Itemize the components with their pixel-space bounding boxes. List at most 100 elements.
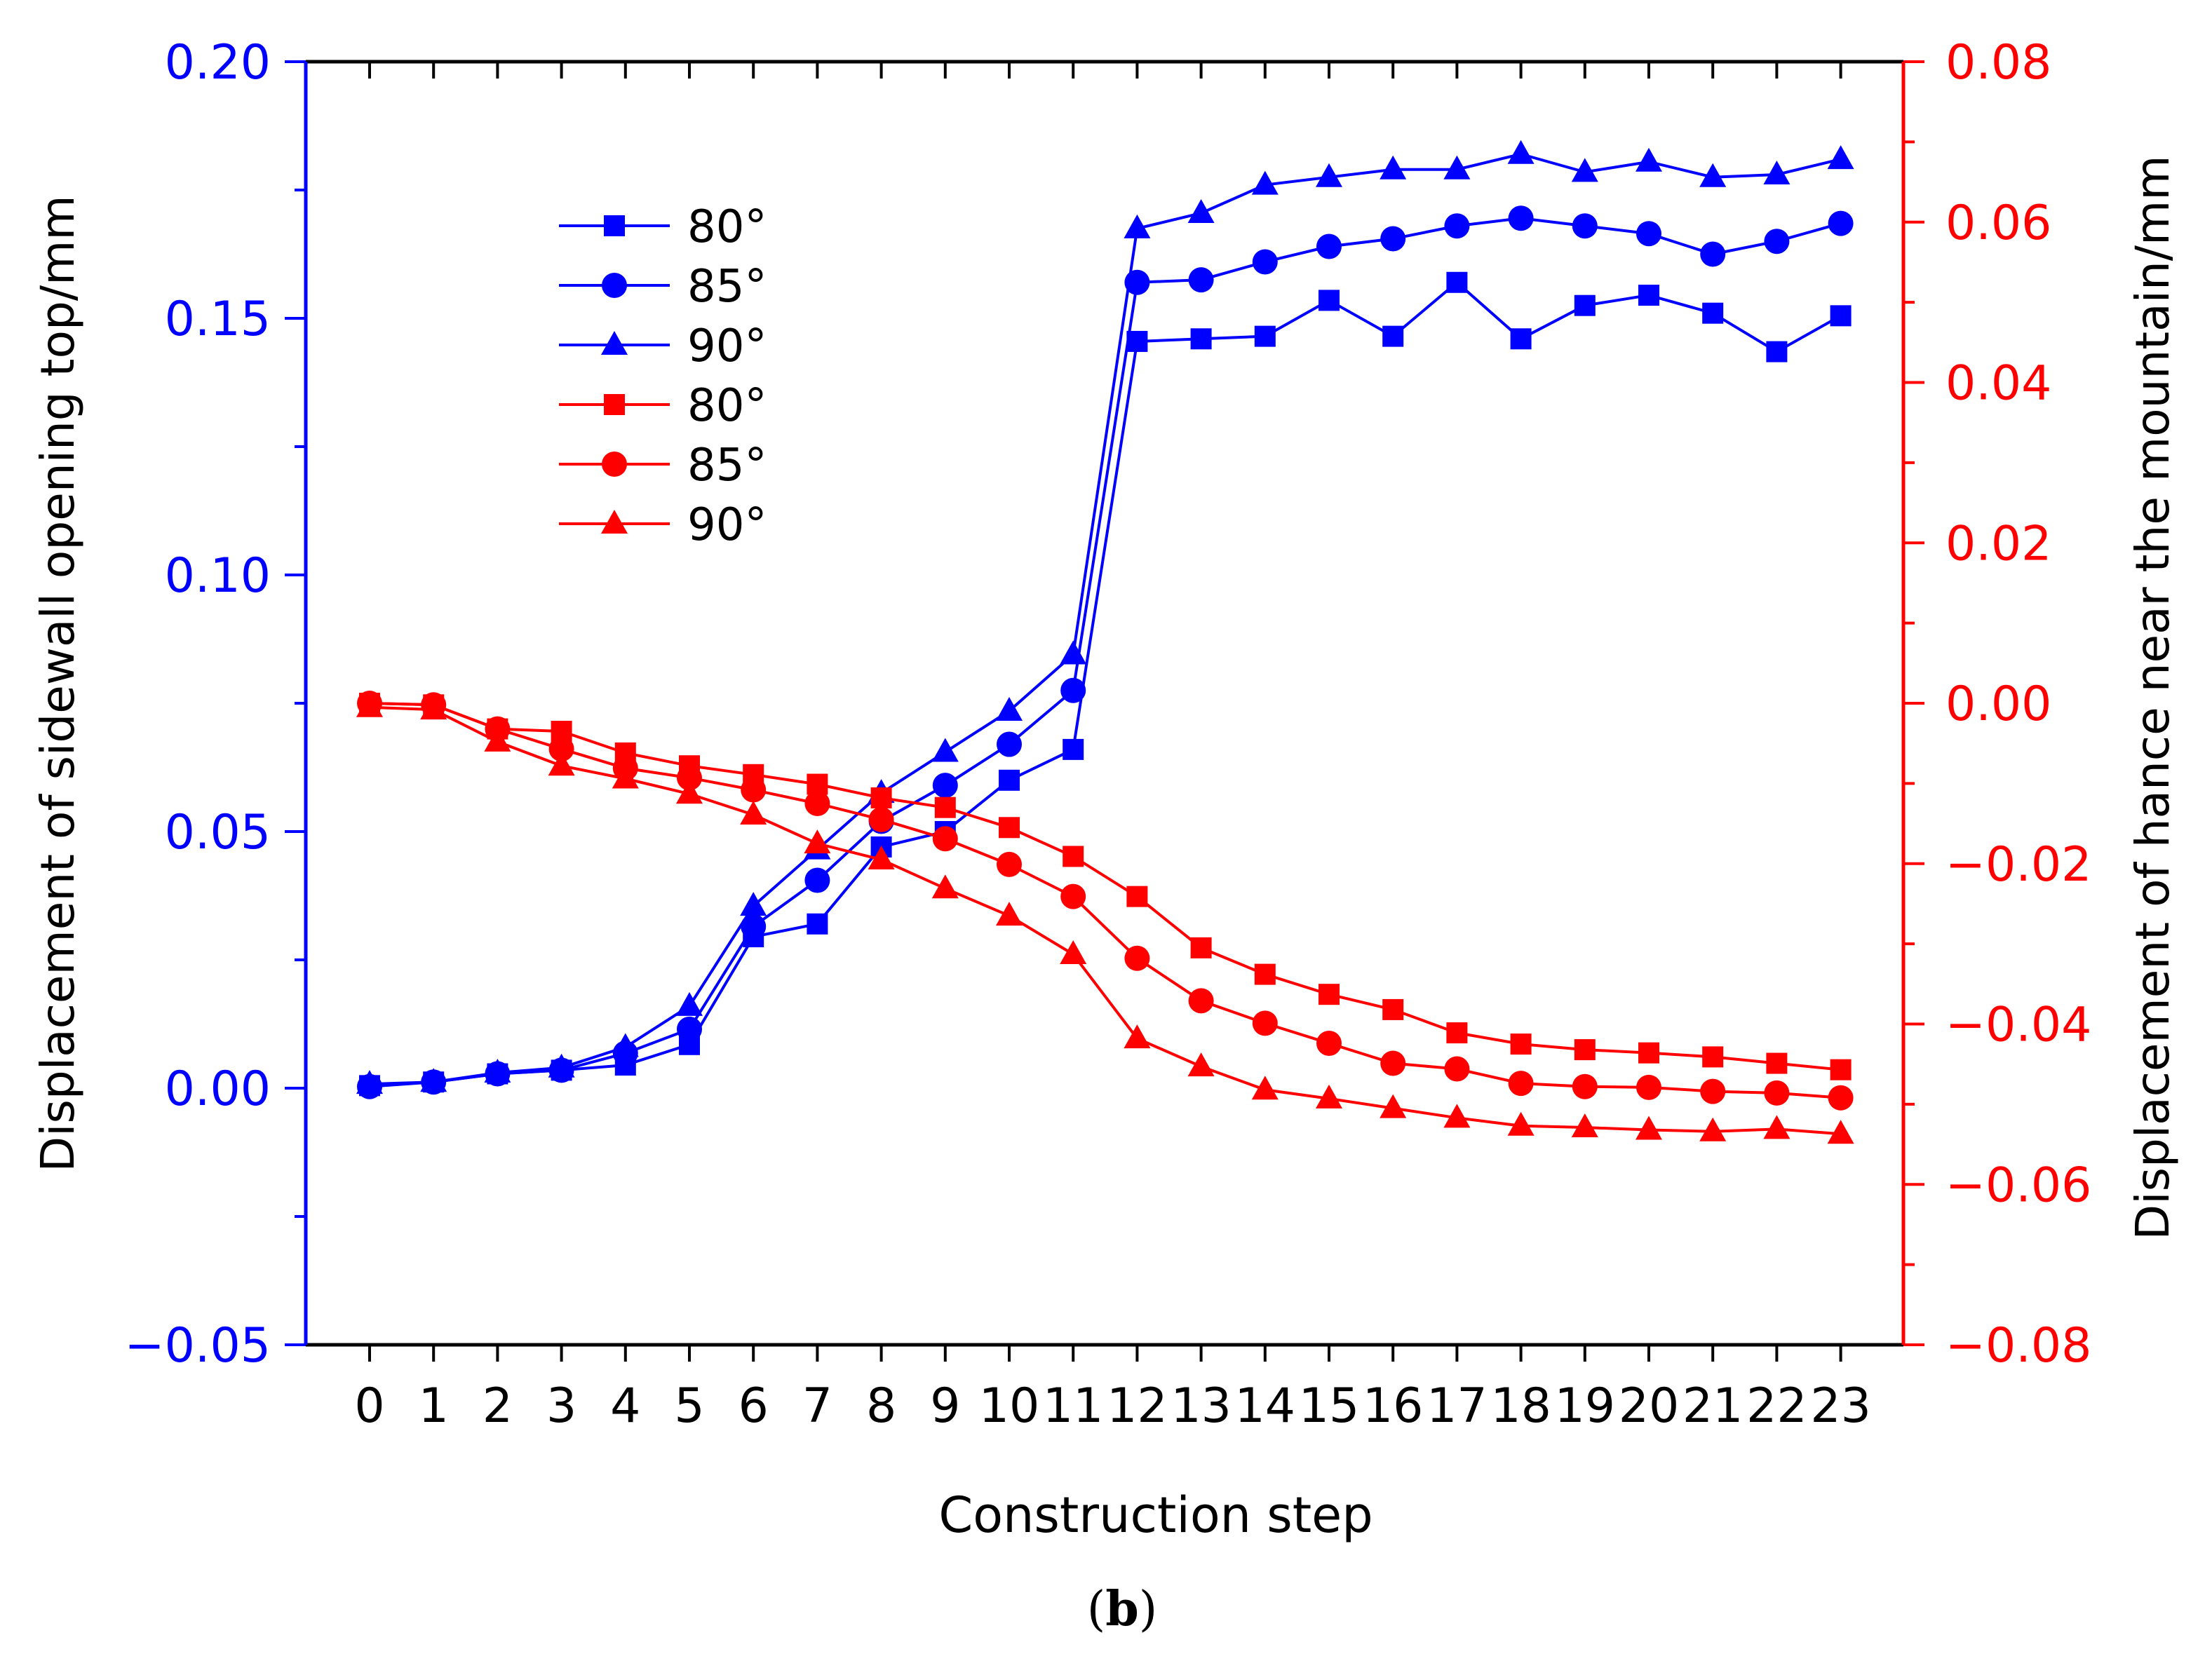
legend-marker: [604, 215, 625, 236]
x-tick-label: 23: [1810, 1378, 1871, 1434]
data-point: [612, 764, 639, 789]
data-point: [931, 738, 959, 762]
data-point: [1574, 294, 1596, 316]
data-point: [1508, 205, 1534, 231]
legend-item: 80°: [559, 380, 767, 432]
data-point: [1063, 738, 1084, 760]
left-y-tick-label: −0.05: [125, 1318, 271, 1374]
x-tick-label: 10: [979, 1378, 1040, 1434]
legend-item: 85°: [559, 440, 767, 492]
data-point: [1316, 233, 1342, 259]
data-point: [1638, 1042, 1659, 1064]
left-y-axis-label: Displacement of sidewall opening top/mm: [31, 195, 85, 1172]
data-point: [1830, 1059, 1852, 1080]
left-y-tick-label: 0.05: [165, 805, 271, 860]
data-point: [999, 817, 1020, 839]
left-y-tick-label: 0.20: [165, 35, 271, 90]
right-y-tick-label: −0.06: [1945, 1158, 2091, 1213]
data-point: [1188, 267, 1214, 293]
right-y-tick-label: 0.04: [1945, 356, 2051, 412]
x-tick-label: 14: [1235, 1378, 1296, 1434]
right-y-tick-label: 0.06: [1945, 196, 2051, 251]
data-point: [996, 696, 1023, 721]
data-point: [1766, 341, 1788, 362]
data-point: [999, 769, 1020, 791]
data-point: [1827, 1120, 1854, 1144]
data-point: [356, 1070, 383, 1094]
data-point: [1636, 221, 1661, 247]
data-point: [1763, 161, 1790, 185]
data-point: [1124, 945, 1150, 971]
series-layer: [356, 140, 1854, 1144]
data-point: [996, 902, 1023, 926]
x-tick-label: 13: [1171, 1378, 1232, 1434]
data-point: [1316, 163, 1342, 187]
series-line: [369, 705, 1841, 1136]
data-point: [1254, 963, 1276, 985]
data-point: [1316, 1084, 1342, 1109]
data-point: [932, 826, 958, 852]
data-point: [870, 787, 892, 808]
data-point: [997, 851, 1022, 877]
data-point: [1380, 155, 1407, 179]
data-point: [420, 1068, 447, 1092]
data-point: [1699, 1117, 1727, 1141]
data-point: [1636, 1116, 1662, 1140]
data-point: [1828, 210, 1854, 236]
data-point: [1764, 229, 1790, 255]
data-point: [1124, 1024, 1151, 1049]
x-tick-label: 5: [674, 1378, 704, 1434]
data-point: [1510, 1033, 1532, 1055]
data-point: [1252, 249, 1278, 275]
x-tick-label: 9: [930, 1378, 960, 1434]
data-point: [484, 727, 511, 752]
data-point: [1571, 158, 1598, 182]
legend-label: 90°: [687, 320, 767, 372]
data-point: [1190, 328, 1212, 350]
data-point: [1190, 937, 1212, 958]
legend-item: 80°: [559, 201, 767, 253]
legend-label: 85°: [687, 261, 767, 313]
left-y-tick-label: 0.10: [165, 548, 271, 604]
x-tick-label: 8: [866, 1378, 896, 1434]
right-y-tick-label: 0.08: [1945, 35, 2051, 90]
data-point: [1827, 145, 1854, 170]
legend-marker: [601, 510, 628, 534]
data-point: [740, 892, 767, 916]
data-point: [1063, 846, 1084, 867]
data-point: [804, 829, 831, 854]
caption-letter: b: [1105, 1581, 1139, 1637]
data-point: [548, 736, 574, 762]
data-point: [1252, 1010, 1278, 1036]
x-tick-label: 20: [1619, 1378, 1680, 1434]
data-point: [1382, 998, 1404, 1020]
data-point: [548, 752, 575, 776]
data-point: [1380, 226, 1406, 252]
data-point: [1828, 1085, 1854, 1111]
data-point: [804, 867, 830, 893]
data-point: [997, 731, 1022, 757]
data-point: [804, 790, 830, 816]
data-point: [676, 991, 703, 1016]
x-tick-label: 11: [1043, 1378, 1104, 1434]
data-point: [1126, 886, 1148, 907]
data-point: [548, 1053, 575, 1078]
legend-item: 85°: [559, 261, 767, 313]
series-left-square: [359, 271, 1852, 1097]
data-point: [1188, 988, 1214, 1014]
data-point: [1380, 1094, 1407, 1118]
data-point: [1187, 1052, 1215, 1077]
data-point: [1444, 1056, 1470, 1082]
legend: 80° 85° 90° 80° 85° 90°: [559, 201, 767, 551]
data-point: [356, 693, 383, 717]
data-point: [1702, 302, 1724, 324]
data-point: [1187, 198, 1215, 223]
data-point: [677, 1016, 702, 1042]
data-point: [1060, 883, 1086, 909]
data-point: [931, 874, 959, 899]
series-line: [369, 152, 1842, 1086]
right-y-tick-label: −0.02: [1945, 837, 2091, 893]
data-point: [1124, 214, 1151, 238]
right-y-tick-label: 0.02: [1945, 516, 2051, 571]
left-y-tick-label: 0.00: [165, 1062, 271, 1117]
